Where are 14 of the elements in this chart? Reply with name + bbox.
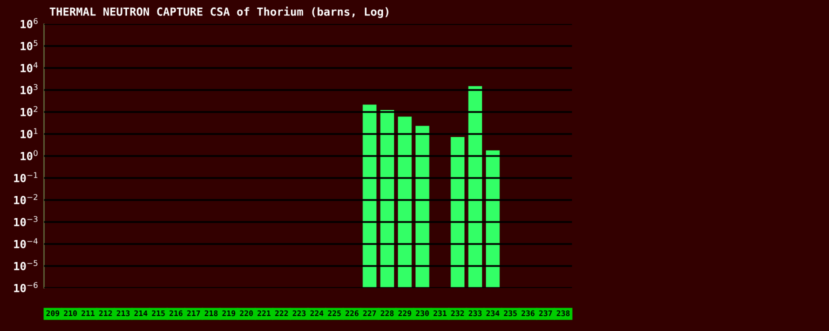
y-tick-label: 10$^{1}$ [20, 128, 38, 138]
y-tick-label: 10$^{−5}$ [14, 260, 38, 270]
y-tick-label: 10$^{2}$ [20, 106, 38, 116]
y-tick-label: 10$^{−3}$ [14, 216, 38, 226]
y-tick-label: 10$^{−6}$ [14, 282, 38, 292]
y-tick-label: 10$^{−4}$ [14, 238, 38, 248]
y-tick-label: 10$^{5}$ [20, 40, 38, 50]
y-tick-label: 10$^{0}$ [20, 150, 38, 160]
y-tick-label: 10$^{4}$ [20, 62, 38, 72]
chart-title: THERMAL NEUTRON CAPTURE CSA of Thorium (barns, Log) [50, 6, 388, 18]
y-tick-label: 10$^{3}$ [20, 84, 38, 94]
y-tick-label: 10$^{6}$ [20, 18, 38, 28]
y-tick-label: 10$^{−1}$ [14, 172, 38, 182]
y-tick-label: 10$^{−2}$ [14, 194, 38, 204]
